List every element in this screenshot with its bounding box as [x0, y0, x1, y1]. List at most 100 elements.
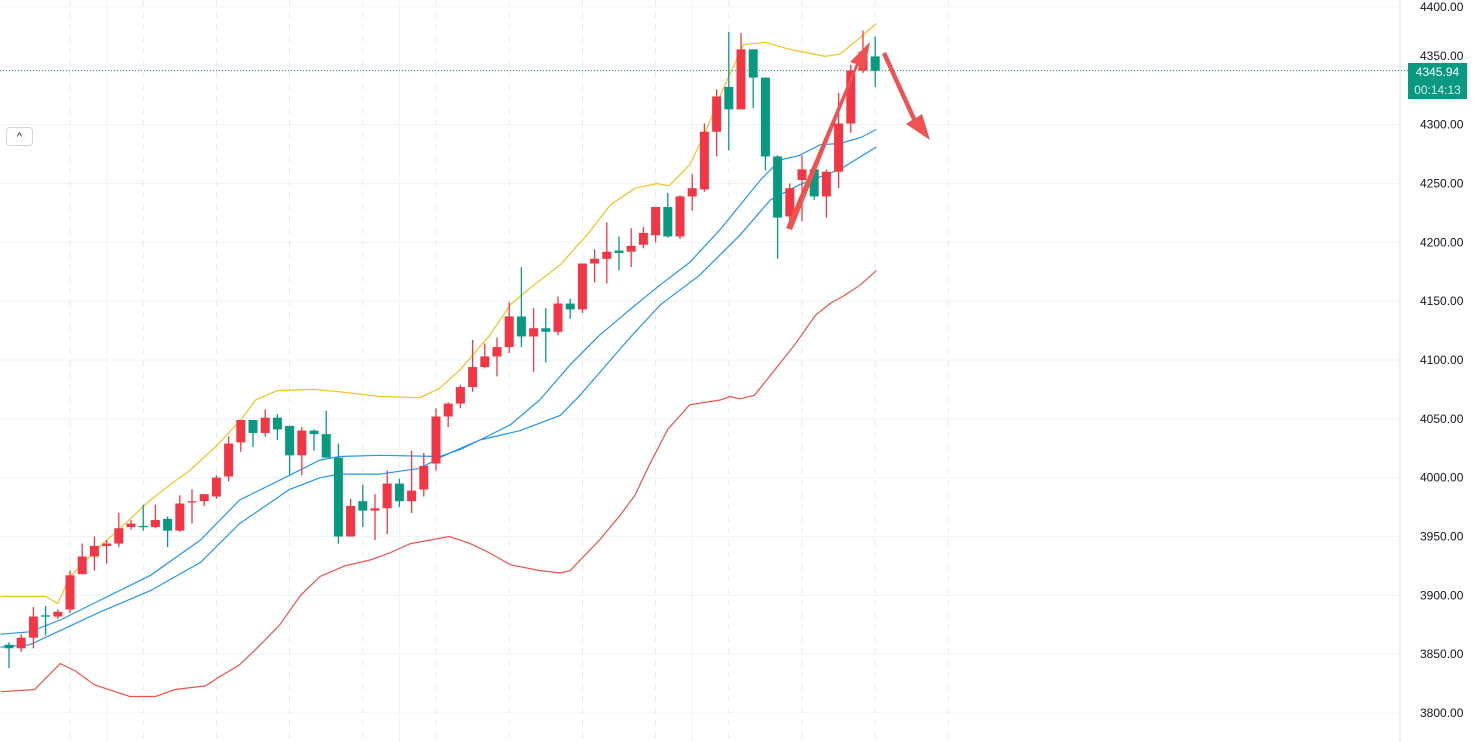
- candle-body: [41, 615, 51, 617]
- candle-body: [199, 494, 209, 502]
- candle-body: [870, 56, 880, 71]
- annotation-arrow-down[interactable]: [882, 52, 930, 140]
- candle: [321, 410, 331, 458]
- candle: [455, 384, 465, 409]
- candle-body: [211, 477, 221, 497]
- candle: [309, 429, 319, 451]
- last-price-tag: 4345.94 00:14:13: [1408, 63, 1467, 99]
- candle: [248, 420, 258, 448]
- candle: [346, 498, 356, 537]
- candle: [675, 195, 685, 239]
- candle: [407, 450, 417, 513]
- candle-body: [675, 196, 685, 237]
- candle: [333, 443, 343, 544]
- candle: [236, 420, 246, 452]
- price-tick-label: 4400.00: [1420, 0, 1464, 14]
- candle-body: [443, 403, 453, 417]
- candle-body: [724, 87, 734, 110]
- candle: [28, 607, 38, 649]
- candle: [773, 155, 783, 259]
- candle: [553, 296, 563, 336]
- candle-body: [150, 520, 160, 528]
- candle: [53, 609, 63, 619]
- candle-body: [175, 503, 185, 531]
- candle-body: [614, 250, 624, 253]
- indicator-lines: [0, 23, 877, 698]
- lower_band-line: [0, 270, 877, 698]
- price-tick-label: 4150.00: [1420, 294, 1464, 308]
- candle-body: [358, 501, 368, 511]
- candle-body: [102, 543, 112, 546]
- candle-body: [748, 49, 758, 78]
- candle-body: [260, 417, 270, 433]
- candle-body: [663, 207, 673, 237]
- candle: [638, 227, 648, 249]
- candle-body: [846, 70, 856, 124]
- candle-body: [431, 416, 441, 464]
- candle-body: [797, 169, 807, 180]
- candle: [492, 337, 502, 377]
- price-tick-label: 4100.00: [1420, 353, 1464, 367]
- candle: [541, 308, 551, 363]
- time-grid-lines: [69, 0, 949, 742]
- candle: [272, 414, 282, 441]
- annotation-arrow-up[interactable]: [786, 42, 870, 230]
- candle-body: [333, 457, 343, 537]
- candle-body: [394, 483, 404, 502]
- candle: [687, 174, 697, 211]
- candle: [480, 343, 490, 369]
- candle-body: [53, 611, 63, 617]
- price-axis[interactable]: 4400.00 4350.00 4300.00 4250.00 4200.00 4150.…: [1420, 0, 1464, 720]
- candle: [504, 302, 514, 353]
- candle-body: [455, 387, 465, 404]
- candle: [297, 427, 307, 476]
- price-tick-label: 4000.00: [1420, 471, 1464, 485]
- candle-body: [736, 49, 746, 110]
- candle-body: [626, 245, 636, 252]
- candle-body: [163, 518, 173, 531]
- candle: [663, 192, 673, 238]
- collapse-button[interactable]: ^: [6, 127, 33, 146]
- arrow-icon: [786, 42, 870, 230]
- candle-body: [285, 425, 295, 456]
- candle: [89, 536, 99, 571]
- price-tick-label: 4350.00: [1420, 49, 1464, 63]
- candle-body: [126, 523, 136, 528]
- candle: [4, 642, 14, 669]
- candle-body: [65, 575, 75, 610]
- candle-body: [834, 123, 844, 172]
- candle: [394, 478, 404, 508]
- candle-body: [224, 443, 234, 477]
- candle: [41, 605, 51, 636]
- candle: [285, 425, 295, 476]
- candle: [431, 408, 441, 471]
- candle-body: [651, 207, 661, 236]
- candle-body: [712, 96, 722, 132]
- candle-body: [821, 171, 831, 197]
- price-tick-label: 3800.00: [1420, 706, 1464, 720]
- candle-body: [28, 616, 38, 638]
- candle: [358, 484, 368, 528]
- price-tick-label: 4050.00: [1420, 412, 1464, 426]
- candle-body: [638, 232, 648, 245]
- candle: [77, 543, 87, 575]
- candle: [443, 402, 453, 428]
- candle-body: [480, 356, 490, 368]
- candle-body: [16, 637, 26, 649]
- candle: [126, 520, 136, 530]
- candle: [114, 512, 124, 548]
- candle: [370, 494, 380, 541]
- candle: [748, 49, 758, 109]
- candle: [102, 540, 112, 564]
- candle: [260, 409, 270, 437]
- candle-body: [492, 347, 502, 357]
- candle: [16, 634, 26, 652]
- candle-body: [77, 556, 87, 575]
- candle-body: [187, 501, 197, 503]
- candle-body: [272, 417, 282, 430]
- candle-body: [138, 525, 148, 528]
- candle: [651, 207, 661, 243]
- candle-body: [699, 131, 709, 190]
- candle-body: [541, 328, 551, 332]
